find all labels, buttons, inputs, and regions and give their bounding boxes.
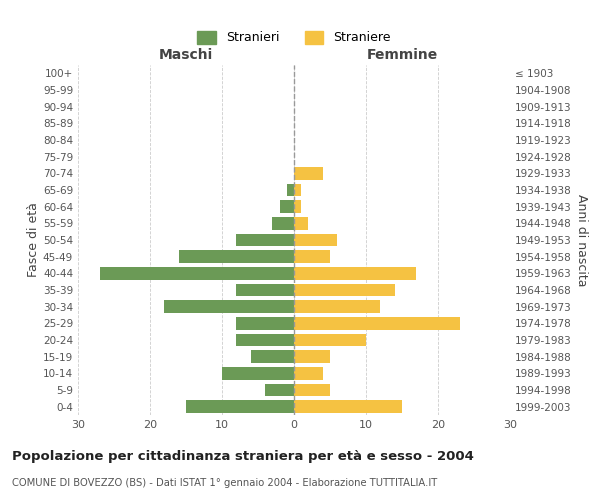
Bar [236, 317, 294, 330]
Bar [186, 400, 294, 413]
Text: Maschi: Maschi [159, 48, 213, 62]
Legend: Stranieri, Straniere: Stranieri, Straniere [192, 26, 396, 50]
Bar [294, 300, 380, 313]
Bar [236, 234, 294, 246]
Y-axis label: Fasce di età: Fasce di età [27, 202, 40, 278]
Bar [294, 284, 395, 296]
Bar [287, 184, 294, 196]
Bar [294, 234, 337, 246]
Bar [280, 200, 294, 213]
Bar [236, 334, 294, 346]
Bar [294, 267, 416, 280]
Bar [100, 267, 294, 280]
Bar [164, 300, 294, 313]
Bar [236, 284, 294, 296]
Bar [294, 317, 460, 330]
Bar [294, 384, 330, 396]
Bar [294, 184, 301, 196]
Bar [294, 250, 330, 263]
Bar [251, 350, 294, 363]
Bar [294, 400, 402, 413]
Y-axis label: Anni di nascita: Anni di nascita [575, 194, 588, 286]
Bar [294, 200, 301, 213]
Bar [222, 367, 294, 380]
Text: Popolazione per cittadinanza straniera per età e sesso - 2004: Popolazione per cittadinanza straniera p… [12, 450, 474, 463]
Bar [294, 334, 366, 346]
Text: COMUNE DI BOVEZZO (BS) - Dati ISTAT 1° gennaio 2004 - Elaborazione TUTTITALIA.IT: COMUNE DI BOVEZZO (BS) - Dati ISTAT 1° g… [12, 478, 437, 488]
Bar [179, 250, 294, 263]
Bar [272, 217, 294, 230]
Bar [294, 367, 323, 380]
Bar [294, 350, 330, 363]
Bar [265, 384, 294, 396]
Bar [294, 167, 323, 179]
Text: Femmine: Femmine [367, 48, 437, 62]
Bar [294, 217, 308, 230]
